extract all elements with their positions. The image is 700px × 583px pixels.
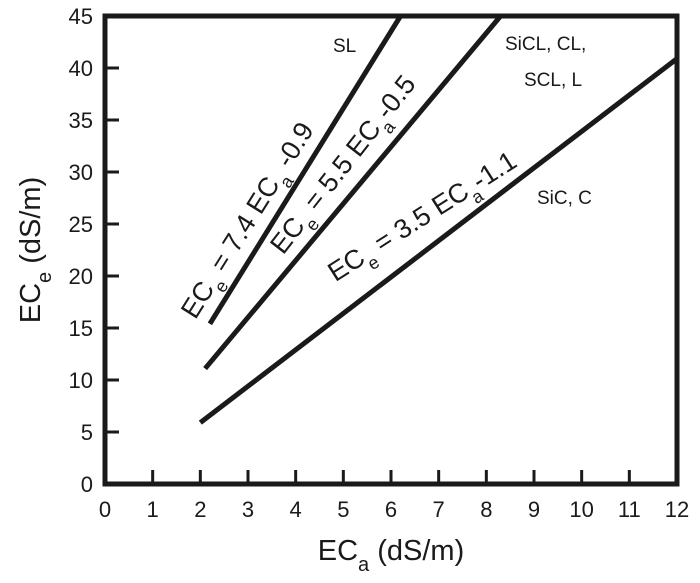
y-tick-label: 20 [69,264,93,289]
series-line [207,14,403,326]
x-tick-label: 4 [290,497,302,522]
y-tick-label: 0 [81,472,93,497]
x-tick-label: 11 [618,497,641,522]
y-tick-label: 40 [69,56,93,81]
x-tick-label: 10 [569,497,593,522]
series-line [203,14,503,371]
series-label: SiC, C [537,188,592,209]
y-tick-label: 10 [69,368,93,393]
x-tick-label: 3 [242,497,254,522]
series-label: SL [333,36,356,57]
y-tick-label: 25 [69,212,93,237]
x-tick-label: 0 [99,497,111,522]
x-axis-title: ECa (dS/m) [318,535,464,576]
x-tick-label: 12 [665,497,689,522]
y-tick-label: 5 [81,420,93,445]
y-tick-label: 30 [69,160,93,185]
x-tick-label: 6 [385,497,397,522]
x-tick-label: 5 [337,497,349,522]
x-tick-label: 2 [194,497,206,522]
x-tick-label: 9 [528,497,540,522]
y-tick-label: 15 [69,316,93,341]
y-tick-label: 35 [69,108,93,133]
series-line [198,56,679,425]
x-tick-label: 7 [433,497,445,522]
x-tick-label: 1 [147,497,159,522]
y-axis-title: ECe (dS/m) [15,177,56,323]
x-tick-label: 8 [480,497,492,522]
series-label: SiCL, CL, SCL, L [505,34,586,91]
y-tick-label: 45 [69,4,93,29]
